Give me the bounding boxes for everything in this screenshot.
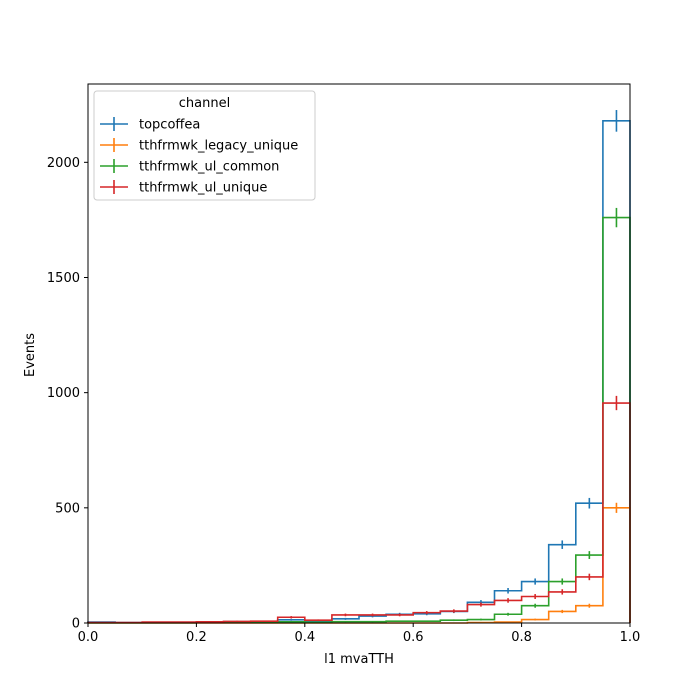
- y-axis-label: Events: [23, 333, 38, 377]
- legend-box: [93, 90, 316, 201]
- y-tick-label: 1000: [47, 386, 80, 401]
- x-axis-ticks: 0.0 0.2 0.4 0.6 0.8 1.0: [78, 623, 641, 645]
- legend-item: tthfrmwk_legacy_unique: [100, 138, 298, 154]
- series-tthfrmwk_ul_unique: [87, 395, 631, 624]
- legend-label: tthfrmwk_ul_unique: [139, 181, 267, 196]
- legend-title: channel: [179, 96, 230, 111]
- x-tick-label: 0.0: [78, 630, 99, 645]
- x-tick-label: 0.8: [511, 630, 532, 645]
- y-axis-ticks: 0 500 1000 1500 2000: [47, 156, 88, 632]
- y-tick-label: 500: [55, 501, 80, 516]
- y-tick-label: 0: [72, 617, 80, 632]
- y-tick-label: 2000: [47, 156, 80, 171]
- legend-label: tthfrmwk_legacy_unique: [139, 139, 298, 154]
- legend: channel topcoffeatthfrmwk_legacy_uniquet…: [93, 90, 316, 201]
- legend-item: topcoffea: [100, 117, 200, 133]
- legend-items: topcoffea tthfrmwk_legacy_unique tthfrmwk_…: [100, 117, 298, 196]
- x-tick-label: 1.0: [620, 630, 641, 645]
- x-axis-label: l1 mvaTTH: [324, 652, 394, 667]
- x-tick-label: 0.6: [403, 630, 424, 645]
- y-tick-label: 1500: [47, 271, 80, 286]
- plot-frame: [87, 83, 631, 624]
- legend-label: tthfrmwk_ul_common: [139, 160, 279, 175]
- legend-label: topcoffea: [139, 118, 200, 133]
- x-tick-label: 0.4: [294, 630, 315, 645]
- legend-item: tthfrmwk_ul_unique: [100, 180, 267, 196]
- legend-item: tthfrmwk_ul_common: [100, 159, 279, 175]
- x-tick-label: 0.2: [186, 630, 207, 645]
